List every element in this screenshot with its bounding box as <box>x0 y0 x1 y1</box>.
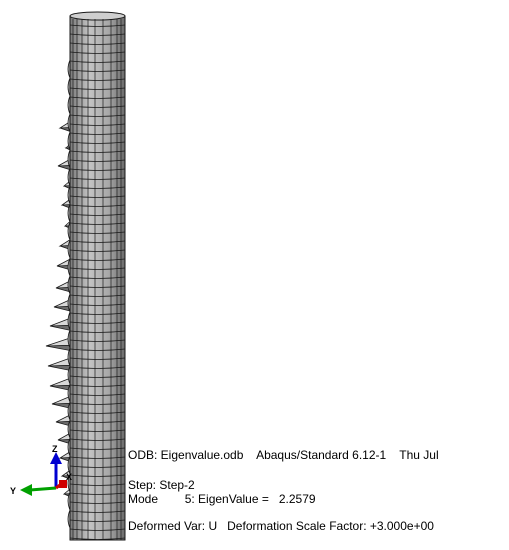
odb-info-line: ODB: Eigenvalue.odb Abaqus/Standard 6.12… <box>128 448 439 462</box>
deformed-var-line: Deformed Var: U Deformation Scale Factor… <box>128 519 434 533</box>
axis-triad: Z Y X <box>10 444 72 496</box>
cylinder-top-edge <box>69 11 126 21</box>
x-axis-label: X <box>66 472 72 482</box>
z-axis-head <box>50 452 62 464</box>
y-axis-head <box>20 484 32 496</box>
cylinder-mesh <box>69 19 126 540</box>
mode-eigenvalue-line: Mode 5: EigenValue = 2.2579 <box>128 492 316 506</box>
y-axis-label: Y <box>10 486 16 496</box>
z-axis-label: Z <box>52 444 58 454</box>
y-axis-arrow <box>29 486 57 492</box>
x-axis-head <box>59 480 67 488</box>
step-line: Step: Step-2 <box>128 478 195 492</box>
